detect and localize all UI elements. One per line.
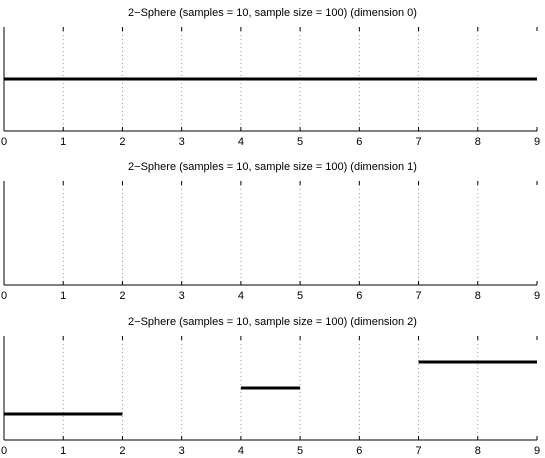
panel-1: 2−Sphere (samples = 10, sample size = 10… (1, 161, 540, 302)
x-tick-label: 2 (119, 445, 125, 457)
x-tick-label: 5 (297, 290, 303, 302)
x-tick-label: 7 (415, 136, 421, 148)
x-tick-label: 3 (179, 136, 185, 148)
x-tick-label: 9 (534, 136, 540, 148)
x-tick-label: 4 (238, 290, 244, 302)
x-tick-label: 0 (1, 445, 7, 457)
x-tick-label: 3 (179, 290, 185, 302)
x-tick-label: 7 (415, 290, 421, 302)
x-tick-label: 8 (475, 136, 481, 148)
x-tick-label: 3 (179, 445, 185, 457)
x-tick-label: 4 (238, 445, 244, 457)
x-tick-label: 8 (475, 290, 481, 302)
x-tick-label: 0 (1, 136, 7, 148)
x-tick-label: 9 (534, 445, 540, 457)
x-tick-label: 6 (356, 290, 362, 302)
x-tick-label: 5 (297, 445, 303, 457)
x-tick-label: 6 (356, 136, 362, 148)
x-tick-label: 2 (119, 290, 125, 302)
x-tick-label: 7 (415, 445, 421, 457)
chart-title: 2−Sphere (samples = 10, sample size = 10… (128, 7, 417, 19)
chart-title: 2−Sphere (samples = 10, sample size = 10… (128, 316, 417, 328)
panel-2: 2−Sphere (samples = 10, sample size = 10… (1, 316, 540, 457)
x-tick-label: 8 (475, 445, 481, 457)
x-tick-label: 6 (356, 445, 362, 457)
chart-title: 2−Sphere (samples = 10, sample size = 10… (128, 161, 417, 173)
x-tick-label: 5 (297, 136, 303, 148)
x-tick-label: 0 (1, 290, 7, 302)
x-tick-label: 1 (60, 290, 66, 302)
panel-0: 2−Sphere (samples = 10, sample size = 10… (1, 7, 540, 148)
x-tick-label: 4 (238, 136, 244, 148)
x-tick-label: 2 (119, 136, 125, 148)
x-tick-label: 1 (60, 445, 66, 457)
x-tick-label: 9 (534, 290, 540, 302)
x-tick-label: 1 (60, 136, 66, 148)
